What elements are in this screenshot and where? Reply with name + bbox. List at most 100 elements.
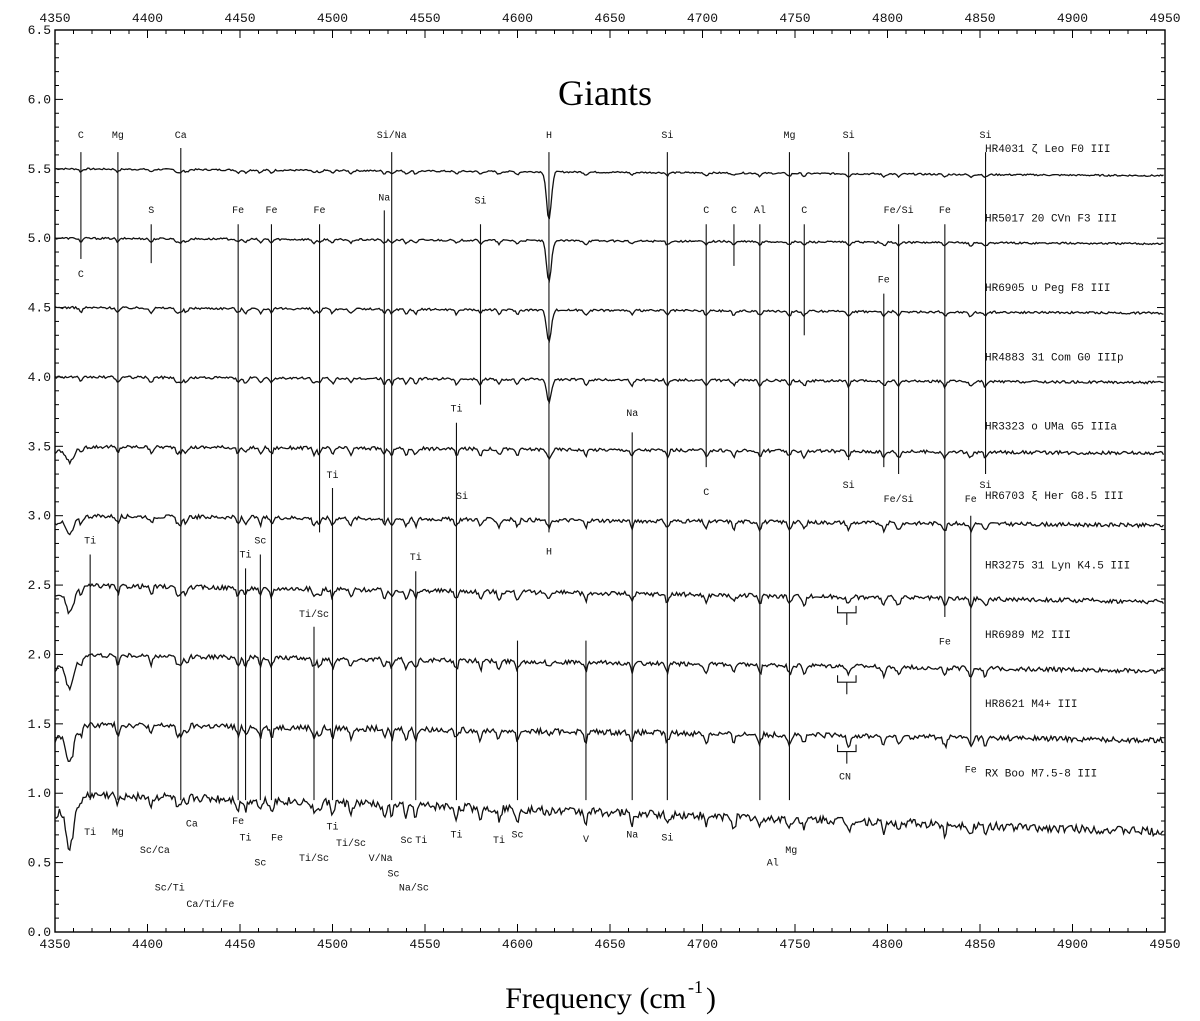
x-tick-label-bottom-7: 4700 <box>687 937 718 952</box>
line-label-40: Sc <box>254 536 266 547</box>
line-label-42: Ti/Sc <box>299 609 329 621</box>
y-tick-label-2: 1.0 <box>28 786 51 801</box>
x-tick-label-top-0: 4350 <box>39 11 70 26</box>
y-tick-label-12: 6.0 <box>28 92 51 107</box>
x-tick-label-bottom-0: 4350 <box>39 937 70 952</box>
x-tick-label-bottom-3: 4500 <box>317 937 348 952</box>
line-label-63: Ca <box>186 820 198 831</box>
line-label-19: C <box>801 206 807 217</box>
line-label-34: Ti <box>450 404 462 416</box>
x-tick-label-top-11: 4900 <box>1057 11 1088 26</box>
line-label-54: Sc <box>388 869 400 880</box>
star-label-0: HR4031 ζ Leo F0 III <box>985 144 1110 156</box>
line-label-16: C <box>703 488 709 499</box>
spectrum-line-7 <box>54 652 1164 692</box>
x-axis-label: Frequency (cm -1 ) <box>505 977 716 1015</box>
x-tick-label-bottom-12: 4950 <box>1149 937 1180 952</box>
star-label-2: HR6905 υ Peg F8 III <box>985 283 1110 295</box>
line-label-51: Ti <box>326 821 338 833</box>
star-label-6: HR3275 31 Lyn K4.5 III <box>985 560 1130 572</box>
line-label-21: Si <box>843 130 855 142</box>
line-label-57: Na/Sc <box>399 882 429 894</box>
line-label-61: Al <box>767 857 779 869</box>
cn-bracket-2 <box>837 744 857 764</box>
star-label-8: HR8621 M4+ III <box>985 699 1077 711</box>
line-label-60: Si <box>661 832 673 844</box>
line-label-20: Mg <box>783 131 795 142</box>
line-label-31: Fe <box>965 765 977 776</box>
axes-box <box>54 29 1166 933</box>
x-tick-label-bottom-8: 4750 <box>779 937 810 952</box>
y-tick-label-9: 4.5 <box>28 301 51 316</box>
line-label-30: Fe <box>965 495 977 506</box>
line-annotations: C C Mg Mg Ca S Fe Fe Fe Na Si/Na Si H H Si C C C Al C Mg Si Si… <box>78 130 992 911</box>
x-tick-label-top-8: 4750 <box>779 11 810 26</box>
line-label-36: Ti <box>326 470 338 482</box>
line-label-33: Na <box>626 831 638 842</box>
x-tick-label-top-9: 4800 <box>872 11 903 26</box>
x-tick-label-bottom-2: 4450 <box>224 937 255 952</box>
line-label-23: Fe/Si <box>884 205 914 217</box>
line-label-14: Si <box>661 130 673 142</box>
line-label-26: Fe <box>939 206 951 217</box>
y-tick-label-4: 2.0 <box>28 647 51 662</box>
line-label-4: Ca <box>175 131 187 142</box>
plot-frame <box>54 29 1166 933</box>
y-tick-label-3: 1.5 <box>28 717 51 732</box>
line-label-13: H <box>546 548 552 559</box>
line-label-22: Si <box>843 480 855 492</box>
x-tick-label-top-2: 4450 <box>224 11 255 26</box>
y-tick-label-6: 3.0 <box>28 509 51 524</box>
line-label-56: Ti <box>415 835 427 847</box>
x-tick-label-top-10: 4850 <box>964 11 995 26</box>
star-label-5: HR6703 ξ Her G8.5 III <box>985 491 1124 503</box>
line-label-48: Sc <box>254 858 266 869</box>
star-label-9: RX Boo M7.5-8 III <box>985 769 1097 781</box>
line-label-38: Ti <box>84 827 96 839</box>
line-label-46: Fe <box>232 817 244 828</box>
line-label-11: Si <box>474 195 486 207</box>
y-tick-label-7: 3.5 <box>28 439 51 454</box>
y-tick-label-11: 5.5 <box>28 162 51 177</box>
line-label-55: Sc <box>400 836 412 847</box>
line-label-41: Ti <box>410 552 422 564</box>
line-label-45: CN <box>839 772 851 783</box>
y-tick-label-5: 2.5 <box>28 578 51 593</box>
x-tick-label-bottom-9: 4800 <box>872 937 903 952</box>
xlabel-close: ) <box>706 982 716 1015</box>
line-label-64: Sc/Ca <box>140 845 170 857</box>
spectrum-line-5 <box>54 513 1164 536</box>
xlabel-superscript: -1 <box>688 977 703 997</box>
spectrum-line-8 <box>54 720 1164 762</box>
line-label-35: Si <box>456 491 468 503</box>
x-tick-label-bottom-5: 4600 <box>502 937 533 952</box>
star-label-7: HR6989 M2 III <box>985 630 1071 642</box>
line-label-10: Si/Na <box>377 130 407 142</box>
x-tick-label-top-6: 4650 <box>594 11 625 26</box>
y-tick-label-0: 0.0 <box>28 925 51 940</box>
line-label-66: Ca/Ti/Fe <box>186 899 234 911</box>
y-tick-label-13: 6.5 <box>28 23 51 38</box>
x-tick-label-top-5: 4600 <box>502 11 533 26</box>
line-label-0: C <box>78 131 84 142</box>
line-label-29: Si <box>980 480 992 492</box>
line-label-5: S <box>148 206 154 217</box>
line-label-47: Ti <box>240 832 252 844</box>
x-tick-label-top-7: 4700 <box>687 11 718 26</box>
x-tick-label-bottom-1: 4400 <box>132 937 163 952</box>
cn-bracket-0 <box>837 605 857 625</box>
xlabel-text: Frequency (cm <box>505 982 686 1015</box>
x-tick-label-bottom-10: 4850 <box>964 937 995 952</box>
line-label-58: Ti <box>450 830 462 842</box>
line-label-6: Fe <box>232 206 244 217</box>
line-label-65: Sc/Ti <box>155 882 185 894</box>
line-label-25: Fe <box>878 276 890 287</box>
spectrum-line-6 <box>54 582 1165 615</box>
line-label-8: Fe <box>314 206 326 217</box>
x-tick-label-top-12: 4950 <box>1149 11 1180 26</box>
line-label-2: Mg <box>112 131 124 142</box>
spectrum-line-4 <box>54 444 1165 466</box>
line-label-52: Ti/Sc <box>336 838 366 850</box>
line-label-53: V/Na <box>369 853 393 865</box>
